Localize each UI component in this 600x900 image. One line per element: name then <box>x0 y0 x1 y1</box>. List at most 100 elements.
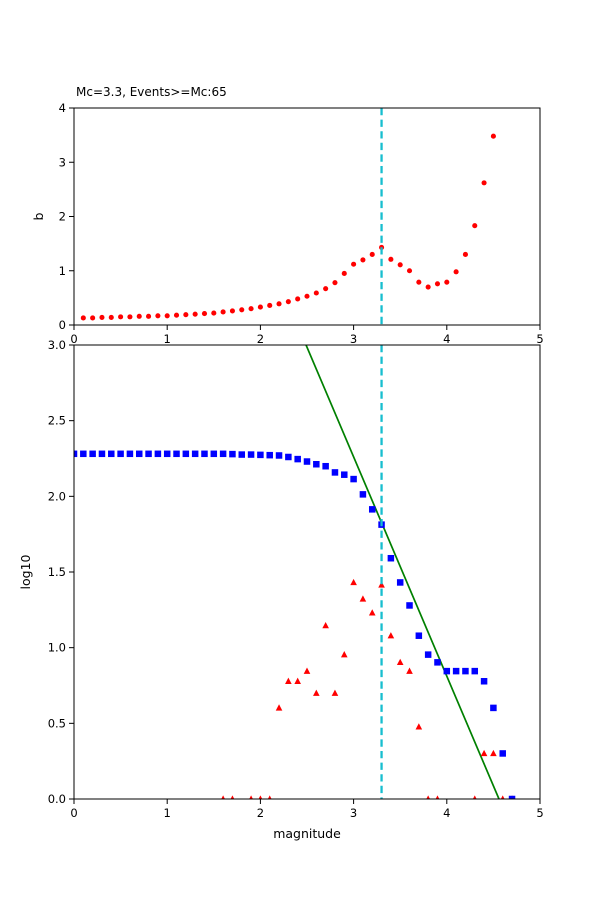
data-point-circle <box>369 251 375 258</box>
data-point-square <box>471 667 479 675</box>
data-point-circle <box>285 299 291 305</box>
y-tick-label: 3.0 <box>48 338 66 352</box>
data-point-circle <box>257 304 263 310</box>
data-point-square <box>294 455 301 463</box>
data-point-square <box>490 704 497 712</box>
data-point-square <box>191 450 199 458</box>
data-point-triangle <box>396 658 404 666</box>
data-point-triangle <box>472 795 477 799</box>
data-point-circle <box>118 314 124 320</box>
data-point-square <box>415 632 423 639</box>
data-point-circle <box>173 312 180 318</box>
data-point-square <box>219 450 227 458</box>
data-point-triangle <box>426 795 431 799</box>
data-point-circle <box>155 313 161 319</box>
data-point-circle <box>388 256 394 262</box>
data-point-triangle <box>258 795 263 799</box>
data-point-square <box>238 451 246 458</box>
frequency-magnitude-plot-series-1 <box>74 450 516 799</box>
data-point-square <box>275 452 283 459</box>
data-point-circle <box>323 286 329 292</box>
data-point-triangle <box>500 795 505 799</box>
data-point-square <box>341 471 348 478</box>
chart-title: Mc=3.3, Events>=Mc:65 <box>76 85 227 99</box>
data-point-square <box>154 450 162 458</box>
data-point-square <box>117 450 124 458</box>
data-point-triangle <box>267 795 272 799</box>
x-tick-label: 5 <box>536 332 543 346</box>
data-point-circle <box>146 313 152 319</box>
y-tick-label: 1.5 <box>48 565 66 579</box>
data-point-square <box>201 450 208 458</box>
data-point-triangle <box>378 581 385 588</box>
y-tick-label: 1.0 <box>48 641 66 655</box>
data-point-square <box>210 450 218 458</box>
data-point-triangle <box>368 609 376 616</box>
data-point-circle <box>229 308 235 314</box>
y-tick-label: 2.5 <box>48 414 66 428</box>
data-point-triangle <box>480 749 488 757</box>
x-tick-label: 3 <box>350 806 357 820</box>
data-point-square <box>452 667 460 675</box>
data-point-circle <box>397 262 403 268</box>
data-point-triangle <box>415 723 423 730</box>
data-point-square <box>257 451 264 459</box>
b-value-stability-plot-axes-border <box>73 107 541 326</box>
data-point-triangle <box>230 795 235 799</box>
data-point-square <box>182 450 190 458</box>
y-tick-label: 0 <box>59 318 66 332</box>
data-point-circle <box>304 293 310 299</box>
data-point-circle <box>248 306 254 312</box>
data-point-circle <box>295 296 301 302</box>
data-point-square <box>313 461 320 468</box>
data-point-triangle <box>322 621 329 629</box>
x-tick-label: 2 <box>257 806 264 820</box>
data-point-circle <box>490 133 496 139</box>
data-point-triangle <box>387 632 395 639</box>
data-point-square <box>406 602 413 609</box>
data-point-square <box>387 554 395 562</box>
data-point-circle <box>267 302 273 309</box>
y-tick-label: 4 <box>59 101 66 115</box>
data-point-triangle <box>294 677 301 684</box>
data-point-circle <box>99 314 105 320</box>
data-point-circle <box>239 307 245 313</box>
data-point-triangle <box>435 795 440 799</box>
x-tick-label: 4 <box>443 332 450 346</box>
data-point-circle <box>332 280 338 286</box>
x-tick-label: 2 <box>257 332 264 346</box>
data-point-square <box>359 491 367 498</box>
data-point-square <box>499 750 506 757</box>
data-point-square <box>126 450 134 458</box>
data-point-circle <box>444 279 450 285</box>
data-point-square <box>331 469 339 476</box>
data-point-triangle <box>221 795 226 799</box>
data-point-square <box>322 462 329 470</box>
data-point-circle <box>192 311 198 317</box>
data-point-circle <box>127 314 133 320</box>
frequency-magnitude-plot-plot-area <box>74 345 516 799</box>
x-tick-label: 4 <box>443 806 450 820</box>
data-point-circle <box>481 180 487 186</box>
x-tick-label: 1 <box>164 332 171 346</box>
data-point-triangle <box>350 578 357 586</box>
data-point-square <box>396 579 404 586</box>
frequency-magnitude-plot-series-0 <box>221 578 514 799</box>
data-point-square <box>368 506 376 513</box>
data-point-square <box>74 450 78 458</box>
b-value-stability-plot-plot-area <box>80 108 496 325</box>
data-point-triangle <box>275 704 283 711</box>
x-tick-label: 0 <box>70 332 77 346</box>
y-axis-label: log10 <box>18 554 33 589</box>
b-value-stability-plot-series-0 <box>80 133 496 321</box>
data-point-circle <box>211 310 217 316</box>
data-point-square <box>98 450 106 458</box>
data-point-square <box>350 475 357 483</box>
x-axis-label: magnitude <box>273 826 341 841</box>
data-point-square <box>285 453 292 461</box>
data-point-triangle <box>359 595 367 602</box>
y-tick-label: 1 <box>59 264 66 278</box>
data-point-circle <box>425 284 431 290</box>
y-tick-label: 2 <box>59 210 66 224</box>
